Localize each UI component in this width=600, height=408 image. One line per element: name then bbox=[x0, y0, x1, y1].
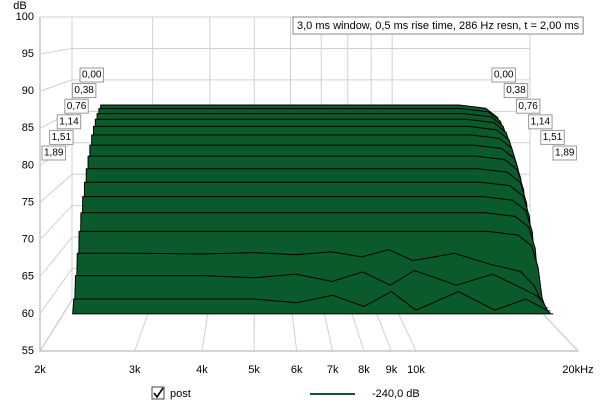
time-label-box bbox=[71, 83, 97, 99]
time-label-box bbox=[528, 114, 553, 130]
y-tick-label: 75 bbox=[22, 196, 34, 208]
x-tick-label: 20kHz bbox=[562, 364, 593, 376]
slices bbox=[72, 104, 554, 315]
time-label: 1,51 bbox=[52, 132, 72, 143]
grid-line bbox=[39, 299, 73, 352]
grid-line bbox=[39, 110, 73, 129]
x-tick-label: 7k bbox=[327, 364, 339, 376]
annotation-box bbox=[292, 16, 584, 35]
y-tick-label: 100 bbox=[16, 11, 34, 23]
time-label: 1,89 bbox=[555, 148, 575, 159]
time-label-box bbox=[503, 83, 529, 99]
x-tick-label: 5k bbox=[248, 364, 260, 376]
time-label-box bbox=[552, 145, 577, 161]
x-tick-label: 2k bbox=[34, 364, 46, 376]
y-tick-label: 55 bbox=[22, 345, 34, 357]
time-label-box bbox=[49, 129, 74, 145]
y-tick-label: 60 bbox=[22, 308, 34, 320]
grid-line bbox=[39, 205, 73, 241]
time-label-box bbox=[540, 129, 565, 145]
time-label-box bbox=[79, 67, 104, 83]
time-label-box bbox=[64, 98, 89, 114]
time-label: 0,00 bbox=[82, 70, 102, 81]
checkmark bbox=[153, 387, 164, 399]
y-tick-label: 80 bbox=[22, 159, 34, 171]
legend-value: -240,0 dB bbox=[372, 388, 420, 400]
time-label-box bbox=[515, 98, 541, 114]
y-tick-label: 85 bbox=[22, 122, 34, 134]
y-tick-label: 95 bbox=[22, 48, 34, 60]
time-label: 0,38 bbox=[506, 85, 526, 96]
time-label: 0,76 bbox=[518, 101, 538, 112]
time-label-box bbox=[491, 67, 516, 83]
time-label-box bbox=[41, 145, 66, 161]
grid-line bbox=[39, 236, 73, 278]
x-tick-label: 9k bbox=[386, 364, 398, 376]
time-label: 1,89 bbox=[44, 148, 64, 159]
y-tick-label: 65 bbox=[22, 271, 34, 283]
grid-line bbox=[39, 268, 73, 315]
y-tick-label: 70 bbox=[22, 234, 34, 246]
x-tick-label: 4k bbox=[196, 364, 208, 376]
x-tick-label: 10k bbox=[407, 364, 425, 376]
y-tick-label: 90 bbox=[22, 85, 34, 97]
time-label: 0,76 bbox=[67, 101, 87, 112]
grid-line bbox=[39, 79, 73, 92]
time-label: 0,38 bbox=[74, 85, 94, 96]
legend-label: post bbox=[170, 388, 191, 400]
time-label: 1,51 bbox=[543, 132, 563, 143]
time-label: 1,14 bbox=[531, 116, 551, 127]
grid-line bbox=[39, 47, 73, 55]
time-label-box bbox=[56, 114, 82, 130]
annotation: 3,0 ms window, 0,5 ms rise time, 286 Hz … bbox=[297, 20, 580, 32]
x-tick-label: 3k bbox=[129, 364, 141, 376]
grid-line bbox=[39, 173, 73, 203]
x-tick-label: 8k bbox=[358, 364, 370, 376]
time-label: 0,00 bbox=[494, 70, 514, 81]
time-label: 1,14 bbox=[59, 116, 79, 127]
slice bbox=[72, 291, 554, 315]
x-tick-label: 6k bbox=[291, 364, 303, 376]
labels: 0,00 0,00 0,38 0,38 0,76 0,76 1,14 1,14 1,51 1,51… bbox=[41, 67, 577, 161]
y-axis-label: dB bbox=[13, 0, 26, 12]
